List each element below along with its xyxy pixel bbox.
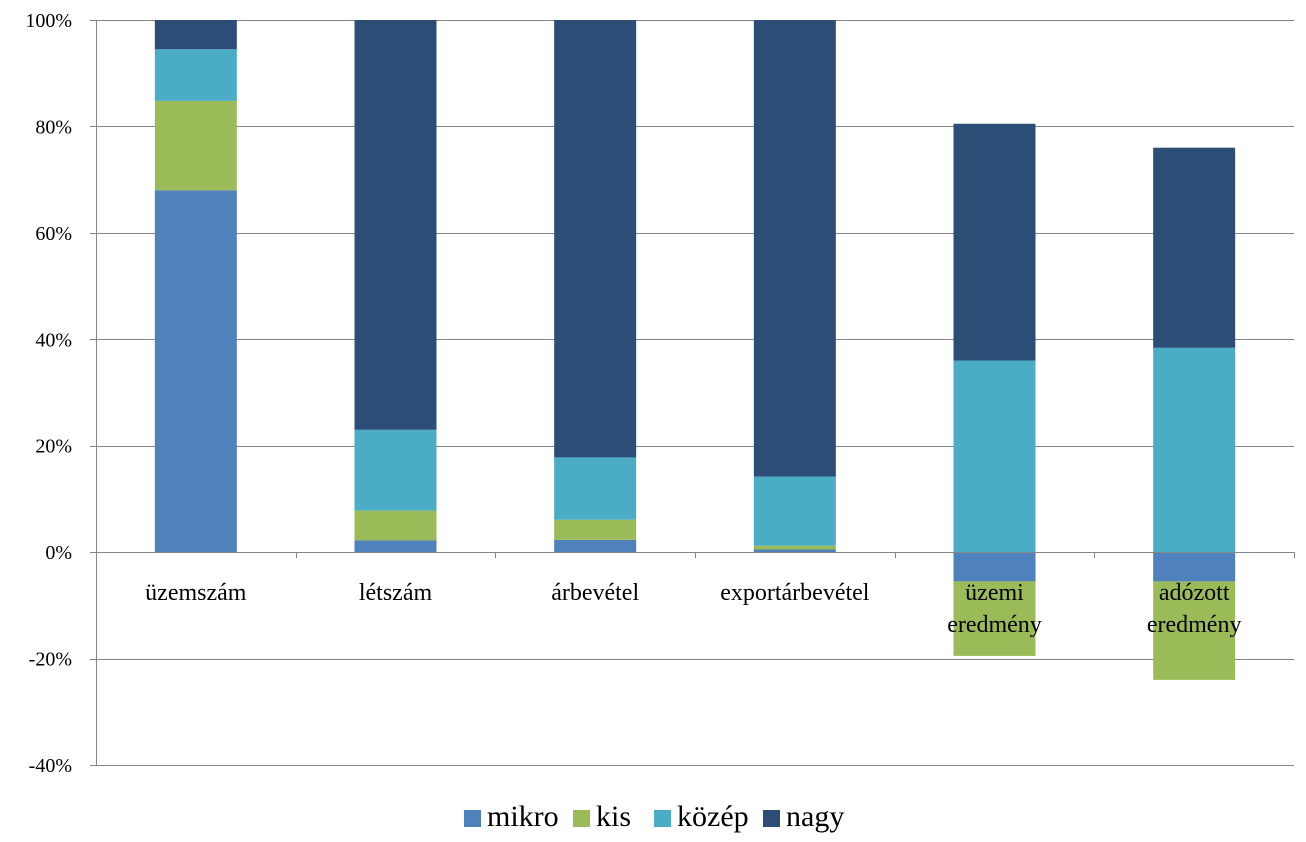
category-label: üzemi eredmény bbox=[947, 580, 1042, 638]
bar-segment-kis bbox=[554, 519, 637, 540]
bar-segment-mikro bbox=[154, 190, 237, 553]
category-labels: üzemszám létszám árbevétel exportárbevétel ü… bbox=[145, 580, 1241, 638]
y-tick-labels: -40% -20% 0% 20% 40% 60% 80% 100% bbox=[25, 10, 72, 777]
bar-segment-közép bbox=[953, 360, 1036, 553]
legend-label-nagy: nagy bbox=[786, 800, 844, 833]
legend-label-mikro: mikro bbox=[487, 800, 559, 833]
bar-segment-nagy bbox=[154, 20, 237, 50]
axes bbox=[90, 20, 1295, 766]
category-label: létszám bbox=[359, 580, 433, 606]
y-tick-label: -20% bbox=[29, 649, 72, 671]
bar-segment-mikro bbox=[753, 549, 836, 553]
category-label: üzemszám bbox=[145, 580, 247, 606]
gridlines bbox=[96, 20, 1294, 766]
bar-segment-kis bbox=[354, 510, 437, 541]
bar-segment-közép bbox=[354, 429, 437, 511]
bar-segment-mikro bbox=[354, 540, 437, 553]
bar-segment-nagy bbox=[354, 20, 437, 430]
bar-segment-kis bbox=[1153, 581, 1236, 680]
y-tick-label: 40% bbox=[35, 329, 72, 351]
bar-segment-nagy bbox=[554, 20, 637, 458]
legend-label-kis: kis bbox=[596, 800, 631, 833]
legend-swatch-közép bbox=[654, 810, 671, 827]
y-tick-label: 60% bbox=[35, 223, 72, 245]
y-tick-label: 0% bbox=[45, 542, 72, 564]
y-tick-label: -40% bbox=[29, 755, 72, 777]
bar-segment-közép bbox=[554, 457, 637, 520]
category-label: exportárbevétel bbox=[720, 580, 870, 606]
bar-segment-mikro bbox=[1153, 552, 1236, 582]
bar-segment-közép bbox=[1153, 347, 1236, 553]
bar-segment-nagy bbox=[953, 123, 1036, 361]
legend: mikro kis közép nagy bbox=[464, 800, 844, 833]
bar-segment-kis bbox=[154, 100, 237, 191]
bars bbox=[154, 20, 1236, 680]
legend-swatch-kis bbox=[573, 810, 590, 827]
y-tick-label: 20% bbox=[35, 436, 72, 458]
bar-segment-közép bbox=[154, 49, 237, 101]
legend-swatch-mikro bbox=[464, 810, 481, 827]
legend-swatch-nagy bbox=[763, 810, 780, 827]
legend-label-közép: közép bbox=[677, 800, 749, 833]
bar-segment-mikro bbox=[953, 552, 1036, 582]
category-label: árbevétel bbox=[551, 580, 639, 606]
bar-segment-közép bbox=[753, 476, 836, 546]
bar-segment-mikro bbox=[554, 539, 637, 553]
y-tick-label: 80% bbox=[35, 116, 72, 138]
bar-segment-nagy bbox=[1153, 147, 1236, 348]
bar-segment-kis bbox=[753, 545, 836, 550]
bar-segment-nagy bbox=[753, 20, 836, 477]
bar-segment-kis bbox=[953, 581, 1036, 656]
category-label: adózott eredmény bbox=[1147, 580, 1242, 638]
y-tick-label: 100% bbox=[25, 10, 72, 32]
